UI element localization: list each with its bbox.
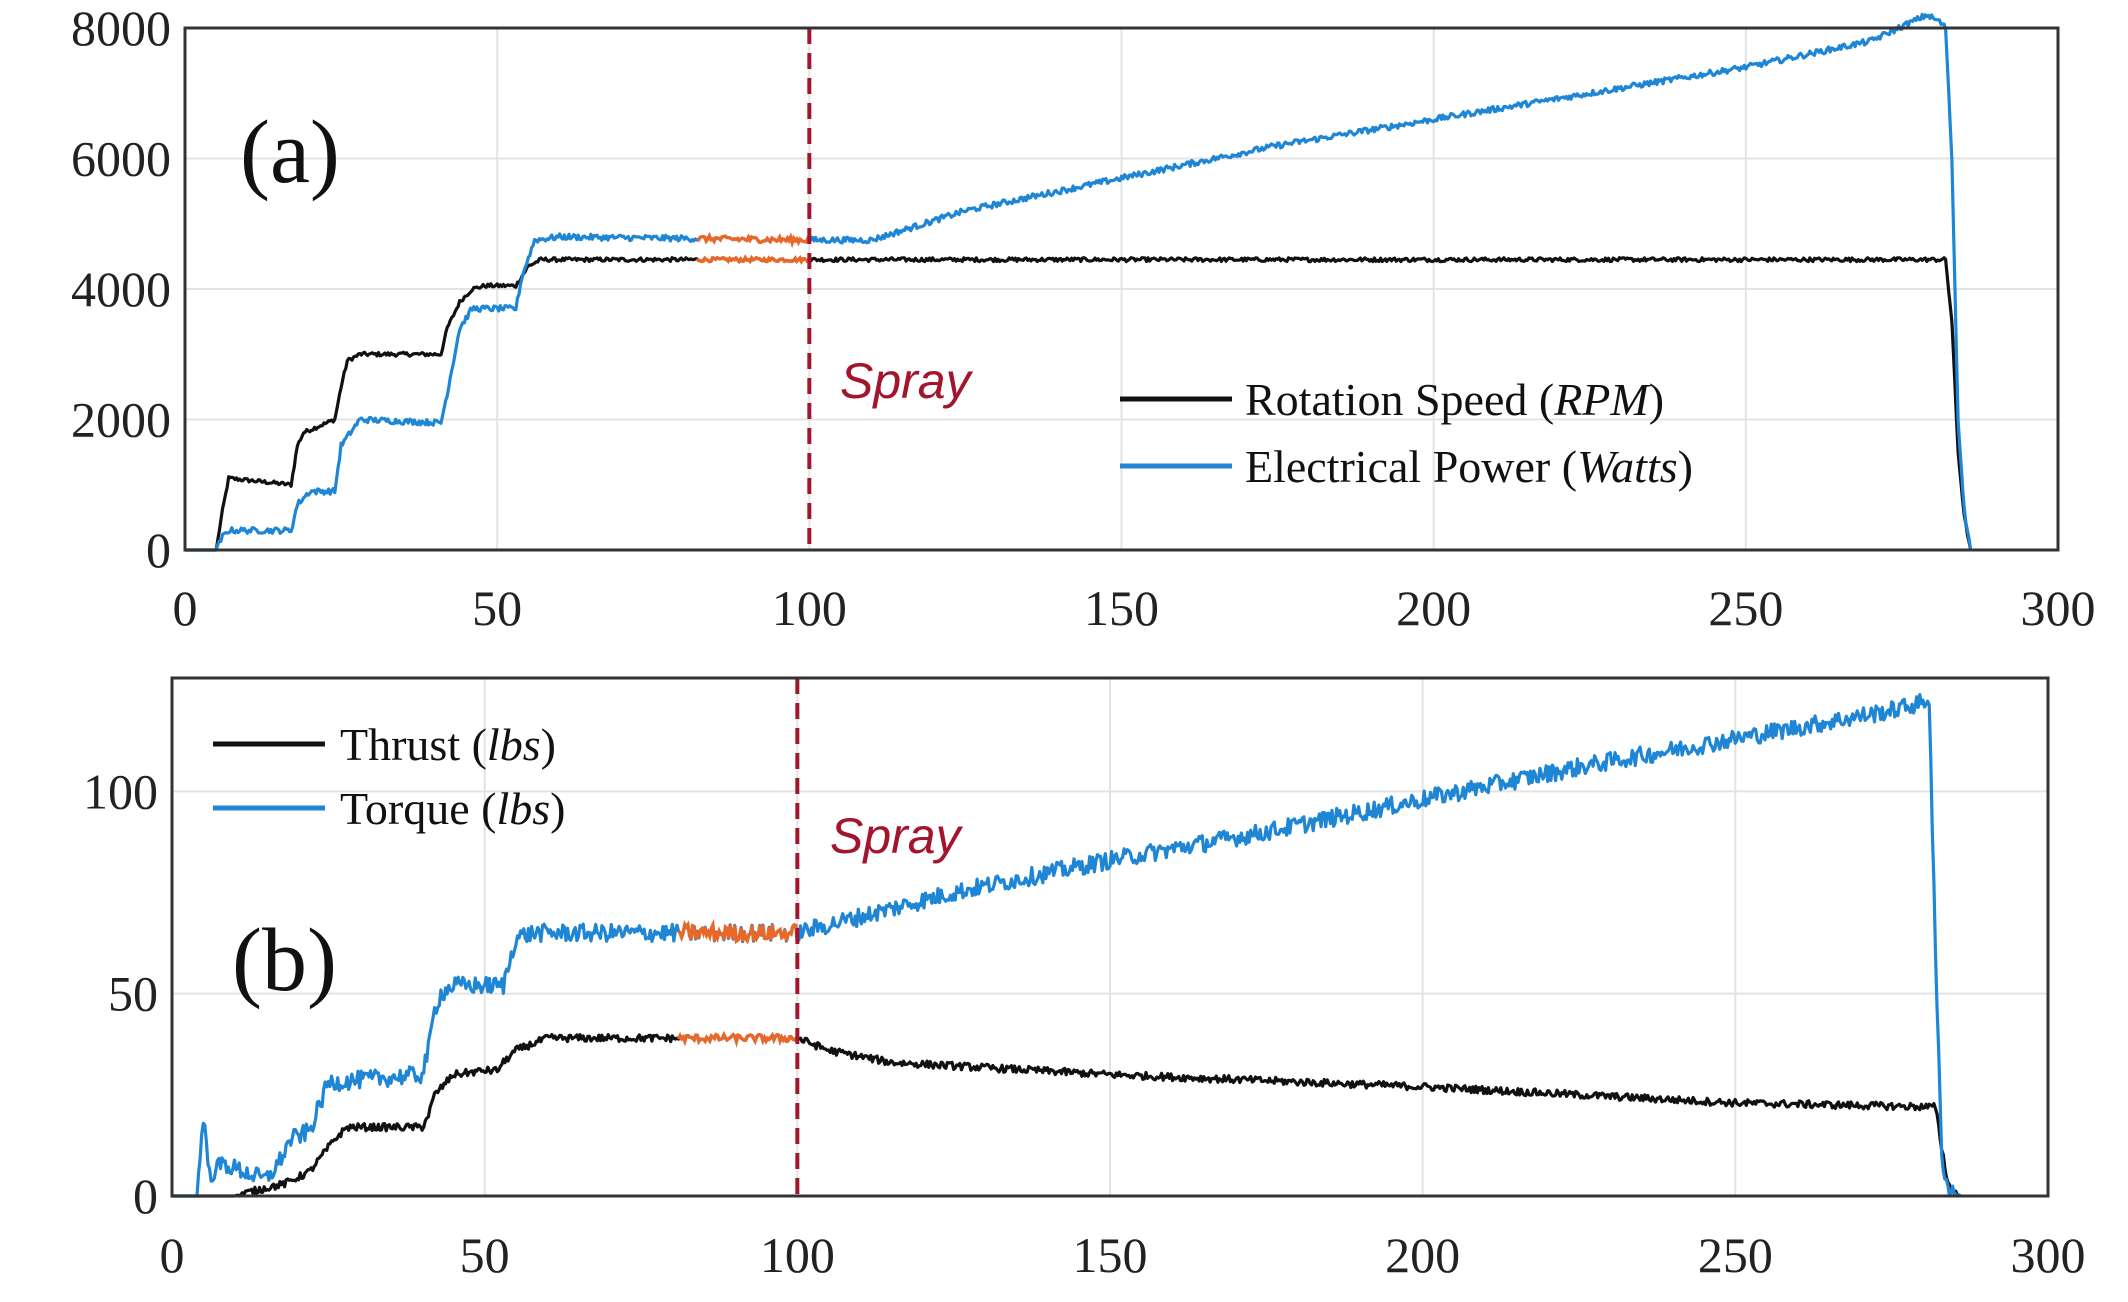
y-tick-label: 0	[133, 1168, 158, 1224]
x-axis-ticks-b: 0 50 100 150 200 250 300	[160, 1227, 2086, 1283]
x-tick-label: 200	[1396, 580, 1471, 636]
x-tick-label: 50	[472, 580, 522, 636]
y-axis-ticks-b: 0 50 100	[83, 763, 158, 1224]
legend-entry-rotation-speed: Rotation Speed (RPM)	[1245, 374, 1664, 425]
legend-entry-electrical-power: Electrical Power (Watts)	[1245, 441, 1693, 492]
chart-panel-a: 0 50 100 150 200 250 300 0 2000 4000 6000 8000 (a)…	[71, 0, 2096, 636]
x-tick-label: 0	[160, 1227, 185, 1283]
spray-highlight-segment	[697, 231, 811, 249]
plot-frame-b	[170, 676, 2050, 1198]
spray-highlight-segment	[695, 254, 810, 266]
plot-frame-a	[183, 26, 2060, 552]
x-tick-label: 150	[1073, 1227, 1148, 1283]
legend-b: Thrust (lbs) Torque (lbs)	[213, 719, 565, 834]
y-tick-label: 8000	[71, 0, 171, 56]
legend-entry-torque: Torque (lbs)	[340, 783, 565, 834]
series-line-electrical-power-watts	[185, 12, 1973, 552]
y-tick-label: 4000	[71, 261, 171, 317]
x-tick-label: 0	[173, 580, 198, 636]
y-tick-label: 100	[83, 763, 158, 819]
y-axis-ticks-a: 0 2000 4000 6000 8000	[71, 0, 171, 578]
series-line-thrust-lbs	[172, 1032, 1962, 1198]
series-layer-a	[185, 12, 1973, 552]
x-tick-label: 150	[1084, 580, 1159, 636]
legend-a: Rotation Speed (RPM) Electrical Power (W…	[1120, 374, 1693, 492]
x-tick-label: 50	[460, 1227, 510, 1283]
y-tick-label: 2000	[71, 392, 171, 448]
series-line-rotation-speed-rpm	[185, 256, 1973, 552]
y-tick-label: 6000	[71, 131, 171, 187]
spray-highlight-segment	[677, 918, 799, 945]
x-tick-label: 100	[760, 1227, 835, 1283]
y-tick-label: 50	[108, 966, 158, 1022]
x-tick-label: 100	[772, 580, 847, 636]
x-axis-ticks-a: 0 50 100 150 200 250 300	[173, 580, 2096, 636]
panel-label-b: (b)	[232, 911, 337, 1010]
panel-label-a: (a)	[240, 103, 340, 202]
spray-annotation-a: Spray	[840, 353, 974, 409]
series-layer-b	[172, 692, 1962, 1198]
x-tick-label: 200	[1385, 1227, 1460, 1283]
spray-highlight-segment	[676, 1030, 798, 1048]
legend-entry-thrust: Thrust (lbs)	[340, 719, 556, 770]
y-tick-label: 0	[146, 522, 171, 578]
series-line-torque-lbs	[172, 692, 1962, 1198]
x-tick-label: 250	[1708, 580, 1783, 636]
x-tick-label: 300	[2011, 1227, 2086, 1283]
chart-panel-b: 0 50 100 150 200 250 300 0 50 100 (b) Spray Thru…	[83, 676, 2086, 1283]
x-tick-label: 250	[1698, 1227, 1773, 1283]
x-tick-label: 300	[2021, 580, 2096, 636]
spray-annotation-b: Spray	[830, 808, 964, 864]
